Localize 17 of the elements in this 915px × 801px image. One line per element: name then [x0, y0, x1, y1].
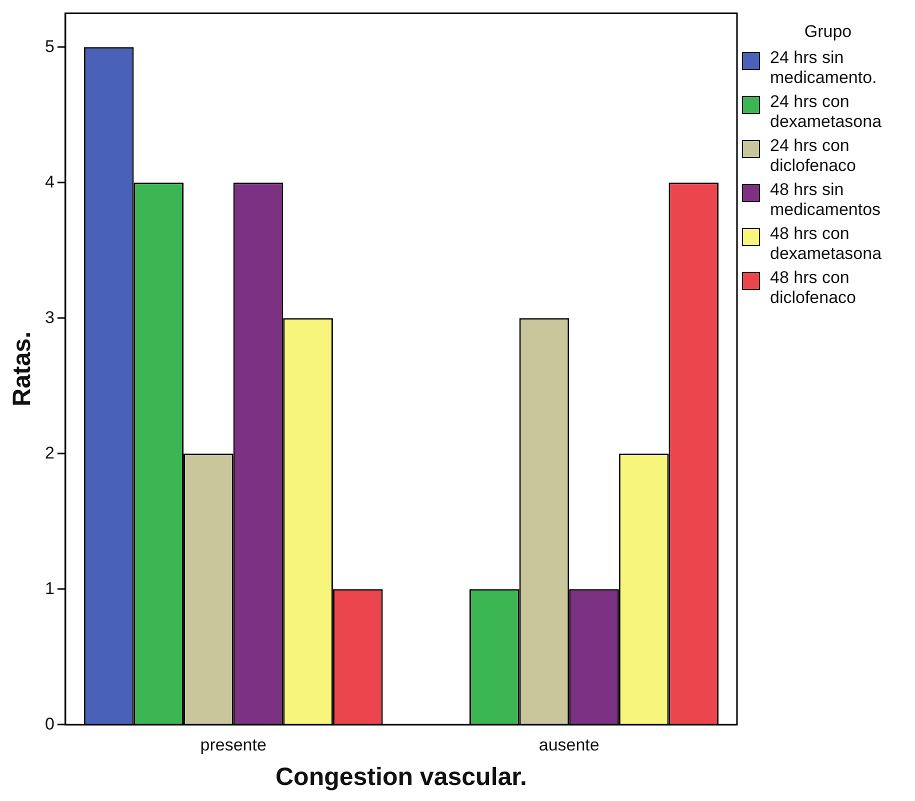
- legend-label: 24 hrs sin medicamento.: [770, 48, 878, 88]
- y-tick-label: 3: [44, 308, 54, 327]
- x-axis-title: Congestion vascular.: [275, 762, 527, 791]
- legend-label: 48 hrs con dexametasona: [770, 224, 883, 264]
- legend-label: 24 hrs con diclofenaco: [770, 136, 858, 176]
- y-tick-label: 2: [44, 443, 54, 462]
- legend-label: 24 hrs con dexametasona: [770, 92, 883, 132]
- y-tick-label: 1: [44, 578, 54, 598]
- y-tick-label: 0: [44, 714, 54, 734]
- y-tick-label: 4: [44, 172, 54, 192]
- x-tick-label: ausente: [538, 735, 600, 754]
- legend-label: 48 hrs con diclofenaco: [770, 268, 858, 308]
- legend-label: 48 hrs sin medicamentos: [770, 180, 882, 220]
- legend-title: Grupo: [803, 22, 853, 42]
- x-tick-label: presente: [200, 735, 266, 754]
- y-axis-title: Ratas.: [8, 331, 36, 406]
- y-tick-label: 5: [44, 36, 54, 56]
